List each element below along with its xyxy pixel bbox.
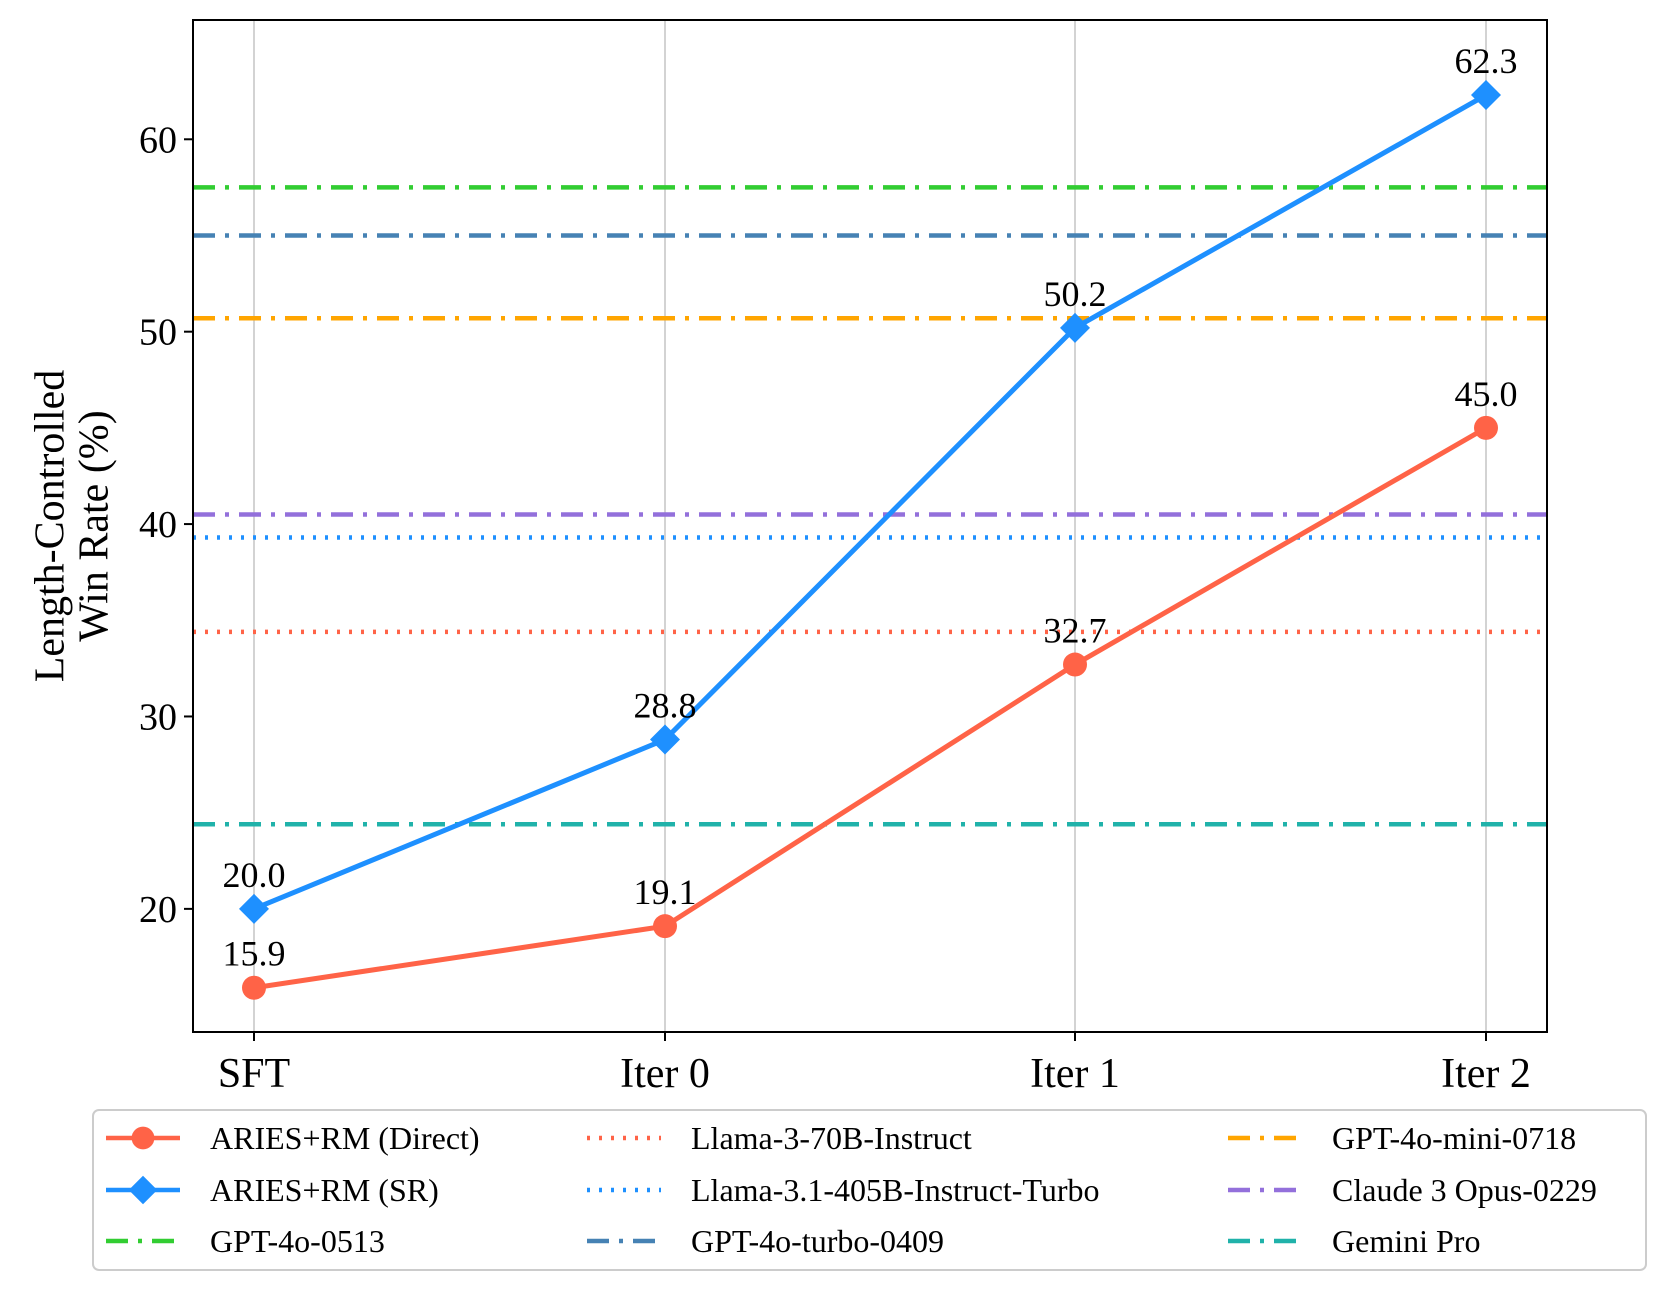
- series-1-point-1: [650, 724, 680, 755]
- legend-label-1-0: Llama-3-70B-Instruct: [691, 1120, 972, 1156]
- series-1-data-label-3: 62.3: [1455, 41, 1518, 81]
- legend-label-0-0: ARIES+RM (Direct): [210, 1120, 480, 1156]
- legend-marker-0-0: [131, 1126, 155, 1150]
- series-1-point-0: [239, 893, 269, 924]
- legend-marker-0-1: [128, 1175, 158, 1205]
- series-1-data-label-1: 28.8: [634, 686, 697, 726]
- y-tick-label-0: 20: [139, 889, 177, 931]
- y-axis: 20 30 40 50 60: [139, 119, 193, 931]
- legend-label-2-2: Gemini Pro: [1332, 1223, 1480, 1259]
- series-0-data-label-0: 15.9: [223, 934, 286, 974]
- y-tick-label-2: 40: [139, 504, 177, 546]
- series-0-data-label-1: 19.1: [634, 872, 697, 912]
- legend-label-1-2: GPT-4o-turbo-0409: [691, 1223, 944, 1259]
- legend-label-2-0: GPT-4o-mini-0718: [1332, 1120, 1576, 1156]
- plot-frame: [192, 19, 1548, 1033]
- y-axis-label: Length-ControlledWin Rate (%): [28, 370, 118, 683]
- series-0-point-1: [653, 914, 677, 939]
- legend-label-0-1: ARIES+RM (SR): [210, 1172, 439, 1208]
- y-tick-label-1: 30: [139, 696, 177, 738]
- series-0-data-label-3: 45.0: [1455, 374, 1518, 414]
- series-0-point-3: [1474, 415, 1498, 440]
- series-0-point-2: [1063, 652, 1087, 677]
- legend-box: [92, 1109, 1647, 1271]
- reference-lines: [193, 185, 1547, 827]
- data-series: [239, 80, 1501, 1000]
- legend-label-2-1: Claude 3 Opus-0229: [1332, 1172, 1597, 1208]
- grid-lines: [253, 20, 1487, 1032]
- x-tick-label-3: Iter 2: [1441, 1051, 1531, 1097]
- y-axis-label-line-1: Win Rate (%): [72, 410, 118, 642]
- x-tick-label-0: SFT: [218, 1051, 290, 1097]
- legend-label-1-1: Llama-3.1-405B-Instruct-Turbo: [691, 1172, 1100, 1208]
- series-line-1: [253, 92, 1488, 912]
- series-line-0: [253, 425, 1488, 991]
- x-tick-label-2: Iter 1: [1030, 1051, 1120, 1097]
- y-axis-label-line-0: Length-Controlled: [28, 370, 74, 683]
- legend: ARIES+RM (Direct) ARIES+RM (SR) GPT-4o-051…: [92, 1109, 1647, 1271]
- x-axis: SFT Iter 0 Iter 1 Iter 2: [218, 1032, 1531, 1097]
- y-tick-label-4: 60: [139, 119, 177, 161]
- legend-label-0-2: GPT-4o-0513: [210, 1223, 385, 1259]
- series-1-point-2: [1060, 312, 1090, 343]
- data-labels: 15.9 19.1 32.7 45.0 20.0 28.8 50.2 62.3: [223, 41, 1518, 974]
- series-0-point-0: [242, 975, 266, 1000]
- x-tick-label-1: Iter 0: [620, 1051, 710, 1097]
- series-1-data-label-2: 50.2: [1044, 274, 1107, 314]
- series-1-point-3: [1471, 80, 1501, 111]
- y-tick-label-3: 50: [139, 312, 177, 354]
- series-1-data-label-0: 20.0: [223, 855, 286, 895]
- series-0-data-label-2: 32.7: [1044, 611, 1107, 651]
